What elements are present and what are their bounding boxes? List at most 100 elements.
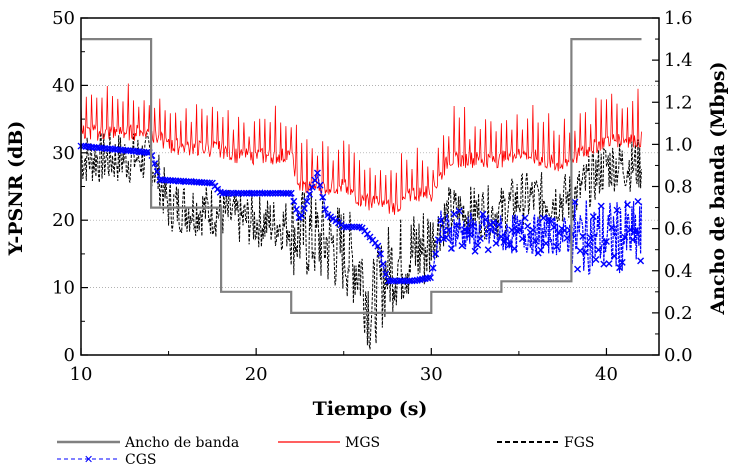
cgs-marker <box>592 255 600 263</box>
legend: Ancho de banda MGS FGS ✕ CGS <box>57 435 595 467</box>
cgs-marker <box>308 183 316 191</box>
cgs-marker <box>429 264 437 272</box>
cgs-marker <box>529 226 537 234</box>
cgs-marker <box>537 246 545 254</box>
cgs-marker <box>450 210 458 218</box>
cgs-marker <box>342 223 350 231</box>
cgs-marker <box>474 241 482 249</box>
y-right-tick-label-8: 1.6 <box>664 8 693 29</box>
cgs-marker <box>524 222 532 230</box>
legend-item-mgs: MGS <box>278 435 380 451</box>
cgs-marker <box>266 189 274 197</box>
cgs-marker <box>550 223 558 231</box>
y-left-tick-label-1: 10 <box>52 278 75 299</box>
cgs-marker <box>143 148 151 156</box>
cgs-marker <box>353 223 361 231</box>
cgs-marker <box>303 197 311 205</box>
cgs-marker <box>282 189 290 197</box>
cgs-marker <box>264 189 272 197</box>
cgs-marker <box>466 231 474 239</box>
y-left-tick-label-0: 0 <box>64 345 75 366</box>
cgs-marker <box>377 250 385 258</box>
cgs-marker <box>579 232 587 240</box>
cgs-marker <box>390 277 398 285</box>
y-right-tick-label-3: 0.6 <box>664 219 693 240</box>
cgs-marker <box>311 176 319 184</box>
cgs-marker <box>631 227 639 235</box>
cgs-marker <box>261 189 269 197</box>
cgs-marker <box>616 264 624 272</box>
cgs-marker <box>518 235 526 243</box>
data-layer <box>77 38 645 350</box>
cgs-marker <box>400 277 408 285</box>
cgs-marker <box>206 179 214 187</box>
y-right-tick-label-5: 1.0 <box>664 134 693 155</box>
cgs-marker <box>576 247 584 255</box>
cgs-marker <box>300 204 308 212</box>
cgs-marker <box>437 216 445 224</box>
y-right-tick-label-2: 0.4 <box>664 261 693 282</box>
cgs-marker <box>500 238 508 246</box>
cgs-marker <box>243 189 251 197</box>
cgs-marker <box>384 277 392 285</box>
legend-label-fgs: FGS <box>564 435 595 451</box>
y-axis-left-title: Y-PSNR (dB) <box>5 121 27 257</box>
cgs-marker <box>340 223 348 231</box>
fgs-series-line <box>80 130 642 350</box>
cgs-marker <box>219 189 227 197</box>
cgs-marker <box>581 248 589 256</box>
cgs-marker <box>626 226 634 234</box>
cgs-marker <box>290 197 298 205</box>
cgs-marker <box>505 241 513 249</box>
y-right-tick-label-6: 1.2 <box>664 92 693 113</box>
cgs-marker <box>497 233 505 241</box>
cgs-marker <box>379 260 387 268</box>
cgs-marker <box>229 189 237 197</box>
cgs-marker <box>240 189 248 197</box>
cgs-marker <box>453 221 461 229</box>
legend-item-cgs: ✕ CGS <box>57 452 157 467</box>
cgs-marker <box>350 223 358 231</box>
cgs-marker <box>285 189 293 197</box>
cgs-marker <box>348 223 356 231</box>
cgs-marker <box>269 189 277 197</box>
cgs-marker <box>589 213 597 221</box>
cgs-marker <box>227 189 235 197</box>
cgs-marker <box>532 237 540 245</box>
cgs-marker <box>597 202 605 210</box>
cgs-marker <box>610 252 618 260</box>
cgs-marker <box>222 189 229 197</box>
legend-label-mgs: MGS <box>345 435 380 451</box>
cgs-marker <box>426 274 434 282</box>
axes: 010203040500.00.20.40.60.81.01.21.41.610… <box>52 8 693 385</box>
y-left-tick-label-5: 50 <box>52 8 75 29</box>
cgs-marker <box>245 189 253 197</box>
cgs-marker <box>287 189 295 197</box>
legend-swatch-cgs-marker: ✕ <box>84 453 93 466</box>
cgs-marker <box>539 214 547 222</box>
cgs-marker <box>153 168 161 176</box>
cgs-marker <box>584 241 592 249</box>
cgs-marker <box>442 234 450 242</box>
cgs-marker <box>455 207 463 215</box>
cgs-marker <box>602 238 610 246</box>
cgs-marker <box>224 189 232 197</box>
legend-label-ancho: Ancho de banda <box>124 435 239 451</box>
y-right-tick-label-0: 0.0 <box>664 345 693 366</box>
cgs-marker <box>587 234 595 242</box>
cgs-marker <box>447 244 455 252</box>
cgs-marker <box>445 226 453 234</box>
cgs-marker <box>313 169 321 177</box>
cgs-marker <box>547 217 555 225</box>
y-left-tick-label-4: 40 <box>52 75 75 96</box>
cgs-marker <box>629 236 637 244</box>
cgs-marker <box>553 243 561 251</box>
cgs-marker <box>248 189 256 197</box>
cgs-marker <box>256 189 264 197</box>
cgs-marker <box>595 246 603 254</box>
cgs-marker <box>237 189 245 197</box>
x-axis-title: Tiempo (s) <box>313 398 428 420</box>
cgs-marker <box>608 224 616 232</box>
y-axis-right-title: Ancho de banda (Mbps) <box>707 61 729 315</box>
cgs-marker <box>511 245 518 253</box>
